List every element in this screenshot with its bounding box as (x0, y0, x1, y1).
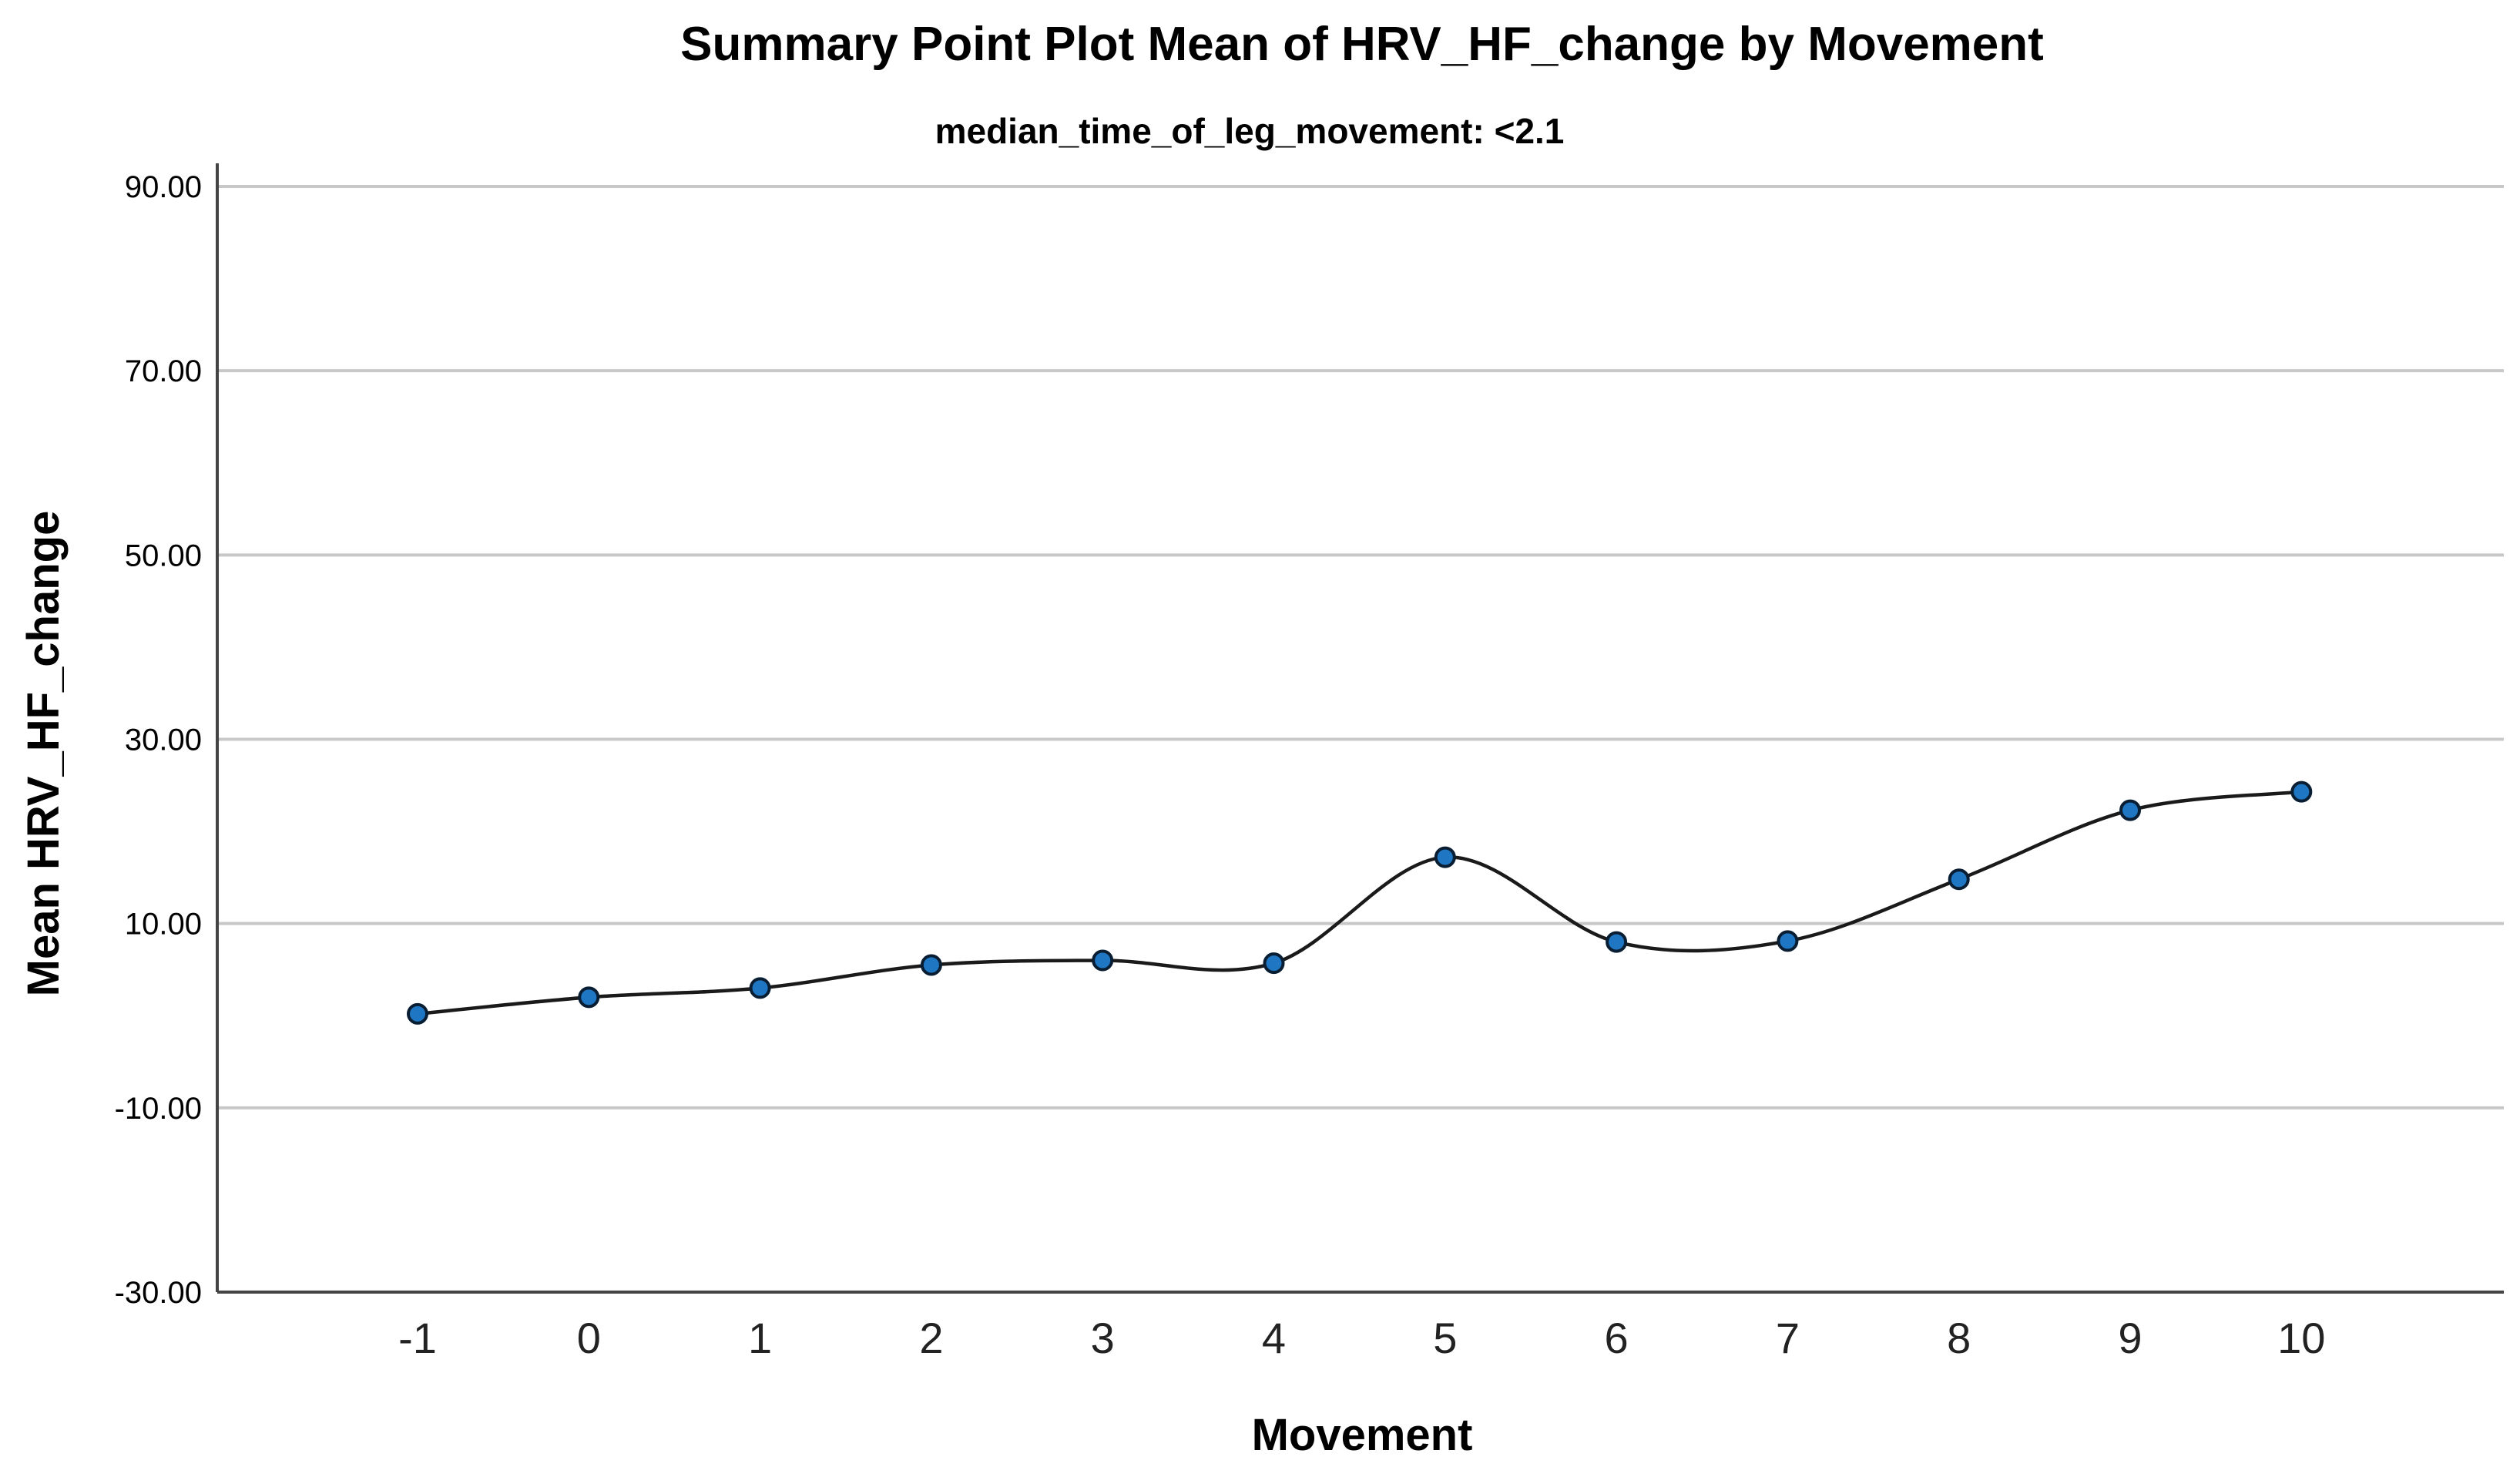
x-tick-label: 2 (919, 1314, 943, 1362)
y-tick-label: 10.00 (125, 908, 202, 942)
y-axis-title: Mean HRV_HF_change (18, 511, 69, 997)
x-tick-label: 0 (577, 1314, 601, 1362)
data-point (1777, 930, 1799, 952)
data-point (1092, 949, 1114, 972)
x-tick-label: 1 (748, 1314, 772, 1362)
data-points (407, 780, 2313, 1025)
y-tick-label: 50.00 (125, 539, 202, 572)
x-tick-label: 7 (1776, 1314, 1800, 1362)
data-point (1606, 931, 1628, 953)
grid-lines (217, 185, 2504, 1109)
y-tick-labels: -30.00 -10.00 10.00 30.00 50.00 70.00 90.00 (115, 170, 202, 1310)
data-point (578, 986, 600, 1009)
x-tick-label: 10 (2277, 1314, 2325, 1362)
y-tick-label: 70.00 (125, 354, 202, 388)
x-tick-label: 8 (1947, 1314, 1971, 1362)
data-point (1434, 846, 1456, 868)
x-tick-label: 5 (1433, 1314, 1457, 1362)
y-tick-label: 30.00 (125, 723, 202, 757)
series-line (417, 790, 2302, 1016)
y-tick-label: -30.00 (115, 1276, 202, 1310)
data-point (1263, 952, 1285, 975)
data-point (2290, 780, 2313, 803)
x-tick-label: 4 (1262, 1314, 1286, 1362)
data-point (920, 954, 942, 976)
data-point (749, 977, 771, 999)
x-tick-label: 6 (1605, 1314, 1629, 1362)
x-tick-label: 9 (2118, 1314, 2142, 1362)
data-point (1948, 868, 1970, 891)
x-tick-label: -1 (398, 1314, 437, 1362)
x-tick-labels: -1 0 1 2 3 4 5 6 7 8 9 10 (398, 1314, 2325, 1362)
x-axis-title: Movement (1252, 1410, 1473, 1460)
data-point (2119, 799, 2141, 821)
y-tick-label: 90.00 (125, 170, 202, 204)
x-tick-label: 3 (1091, 1314, 1115, 1362)
y-tick-label: -10.00 (115, 1092, 202, 1126)
data-point (407, 1002, 428, 1025)
chart-subtitle: median_time_of_leg_movement: <2.1 (935, 111, 1565, 151)
chart-title: Summary Point Plot Mean of HRV_HF_change… (680, 18, 2044, 71)
